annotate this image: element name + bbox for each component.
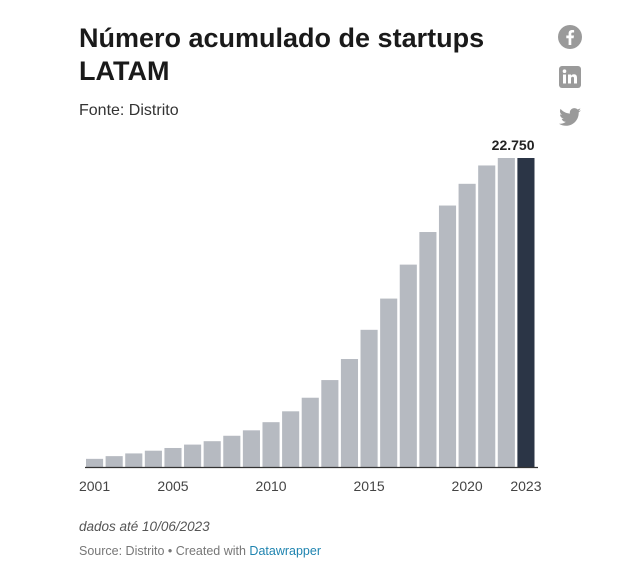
bar-2017: [399, 264, 417, 467]
bar-2015: [360, 329, 378, 467]
x-tick-label-2020: 2020: [452, 478, 483, 494]
bar-2019: [438, 205, 457, 468]
bar-2010: [262, 422, 280, 467]
data-label-2023: 22.750: [492, 137, 535, 153]
x-tick-label-2015: 2015: [354, 478, 385, 494]
linkedin-icon[interactable]: [557, 64, 583, 90]
x-tick-label-2023: 2023: [510, 478, 541, 494]
bar-2005: [164, 447, 182, 467]
bar-2013: [321, 380, 339, 467]
chart-subtitle: Fonte: Distrito: [79, 102, 179, 119]
twitter-icon[interactable]: [557, 104, 583, 130]
facebook-icon[interactable]: [557, 24, 583, 50]
chart-title: Número acumulado de startups LATAM: [79, 23, 485, 86]
bar-2023: [517, 158, 535, 467]
bar-2004: [144, 450, 162, 467]
bar-2001: [86, 458, 104, 467]
bar-2009: [242, 430, 260, 467]
x-tick-label-2010: 2010: [255, 478, 286, 494]
bar-2018: [419, 232, 437, 467]
bar-2016: [380, 298, 398, 467]
source-line: Source: Distrito • Created with Datawrap…: [79, 544, 321, 558]
source-text: Source: Distrito • Created with: [79, 544, 250, 558]
bar-2020: [458, 183, 476, 467]
bar-2012: [301, 397, 319, 467]
bar-2006: [184, 444, 202, 467]
x-tick-label-2005: 2005: [157, 478, 188, 494]
bar-chart: 22.750 2001 2005 2010 2015 2020 2023: [79, 137, 542, 494]
data-date-note: dados até 10/06/2023: [79, 519, 210, 534]
bar-2003: [125, 453, 143, 467]
bar-2022: [497, 158, 515, 467]
bar-2021: [478, 165, 496, 467]
bar-2008: [223, 435, 241, 467]
bar-2011: [282, 411, 300, 467]
bar-2002: [105, 456, 123, 467]
x-tick-label-2001: 2001: [79, 478, 110, 494]
bar-2007: [203, 441, 221, 467]
datawrapper-link[interactable]: Datawrapper: [249, 544, 321, 558]
bar-2014: [340, 359, 359, 467]
